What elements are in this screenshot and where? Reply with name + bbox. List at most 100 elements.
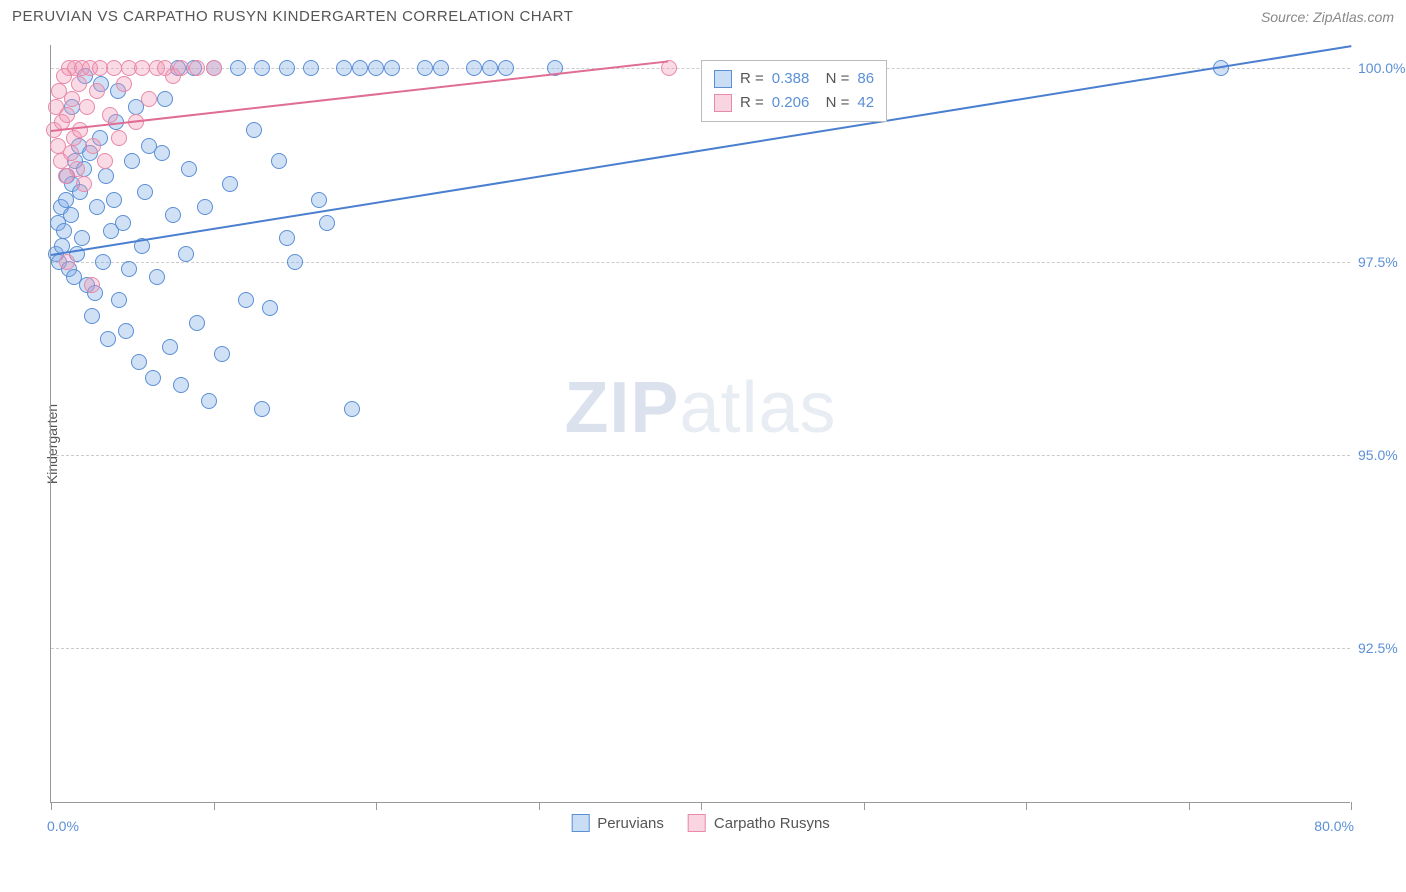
data-point [230,60,246,76]
data-point [149,269,165,285]
data-point [59,107,75,123]
data-point [222,176,238,192]
data-point [181,161,197,177]
data-point [84,277,100,293]
n-label: N = [817,91,849,115]
data-point [368,60,384,76]
xtick [539,802,540,810]
data-point [433,60,449,76]
xtick [1189,802,1190,810]
data-point [178,246,194,262]
xtick-label: 80.0% [1314,818,1354,834]
r-value: 0.206 [772,91,810,115]
data-point [111,292,127,308]
data-point [102,107,118,123]
data-point [352,60,368,76]
data-point [69,161,85,177]
chart-title: PERUVIAN VS CARPATHO RUSYN KINDERGARTEN … [12,8,573,25]
plot-area: ZIPatlas 92.5%95.0%97.5%100.0%0.0%80.0%R… [50,45,1350,803]
data-point [121,261,137,277]
data-point [71,76,87,92]
gridline-h [51,262,1350,263]
xtick [1026,802,1027,810]
ytick-label: 95.0% [1358,447,1406,463]
data-point [279,60,295,76]
legend-item: Carpatho Rusyns [688,814,830,832]
data-point [271,153,287,169]
data-point [72,122,88,138]
data-point [89,83,105,99]
data-point [336,60,352,76]
r-label: R = [740,67,764,91]
xtick [864,802,865,810]
data-point [111,130,127,146]
data-point [98,168,114,184]
data-point [106,192,122,208]
n-value: 86 [857,67,874,91]
data-point [116,76,132,92]
data-point [201,393,217,409]
watermark: ZIPatlas [564,367,836,449]
n-value: 42 [857,91,874,115]
data-point [197,199,213,215]
swatch-pink [714,94,732,112]
swatch-pink [688,814,706,832]
data-point [58,192,74,208]
stats-row: R = 0.206 N = 42 [714,91,874,115]
data-point [56,223,72,239]
data-point [131,354,147,370]
data-point [95,254,111,270]
data-point [63,207,79,223]
swatch-blue [571,814,589,832]
data-point [84,308,100,324]
data-point [173,377,189,393]
data-point [214,346,230,362]
data-point [106,60,122,76]
data-point [118,323,134,339]
xtick [701,802,702,810]
data-point [254,60,270,76]
data-point [74,230,90,246]
chart-container: Kindergarten ZIPatlas 92.5%95.0%97.5%100… [0,35,1406,853]
data-point [154,145,170,161]
data-point [498,60,514,76]
data-point [262,300,278,316]
swatch-blue [714,70,732,88]
data-point [63,145,79,161]
data-point [76,176,92,192]
data-point [303,60,319,76]
data-point [137,184,153,200]
data-point [482,60,498,76]
data-point [64,91,80,107]
ytick-label: 100.0% [1358,60,1406,76]
data-point [246,122,262,138]
series-legend: Peruvians Carpatho Rusyns [571,814,830,832]
r-label: R = [740,91,764,115]
source-label: Source: ZipAtlas.com [1261,9,1394,25]
data-point [165,207,181,223]
data-point [206,60,222,76]
data-point [92,60,108,76]
n-label: N = [817,67,849,91]
data-point [79,99,95,115]
data-point [124,153,140,169]
data-point [157,91,173,107]
data-point [254,401,270,417]
legend-label: Carpatho Rusyns [714,815,830,832]
xtick [1351,802,1352,810]
data-point [173,60,189,76]
data-point [344,401,360,417]
data-point [279,230,295,246]
data-point [417,60,433,76]
data-point [97,153,113,169]
stats-row: R = 0.388 N = 86 [714,67,874,91]
xtick-label: 0.0% [47,818,79,834]
legend-label: Peruvians [597,815,664,832]
data-point [162,339,178,355]
data-point [134,60,150,76]
data-point [115,215,131,231]
data-point [384,60,400,76]
data-point [287,254,303,270]
data-point [311,192,327,208]
r-value: 0.388 [772,67,810,91]
